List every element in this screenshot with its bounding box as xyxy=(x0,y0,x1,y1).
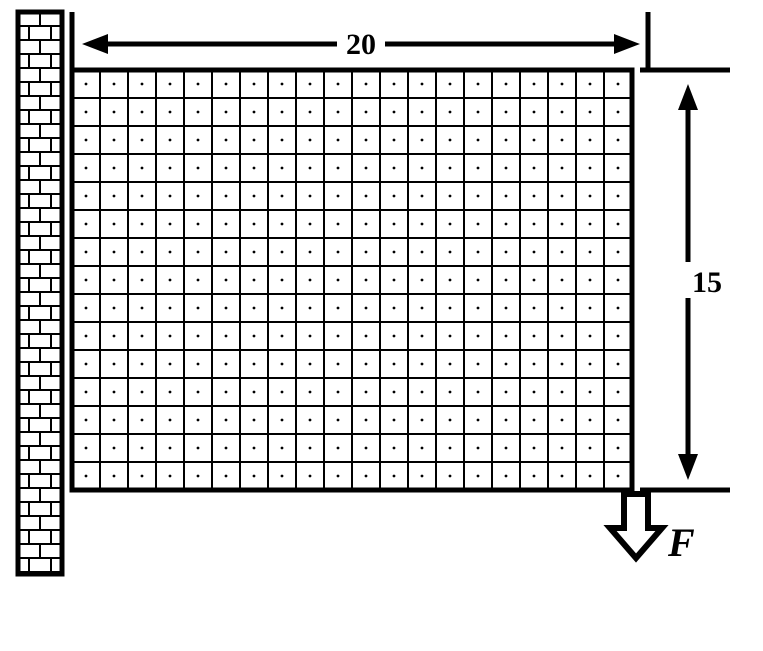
dimension-right-label: 15 xyxy=(692,266,722,299)
wall-support xyxy=(18,12,62,574)
force-label: F xyxy=(667,520,695,565)
engineering-diagram: 20 15 F xyxy=(0,0,763,651)
mesh-grid xyxy=(72,70,632,490)
dimension-top-label: 20 xyxy=(346,28,376,61)
